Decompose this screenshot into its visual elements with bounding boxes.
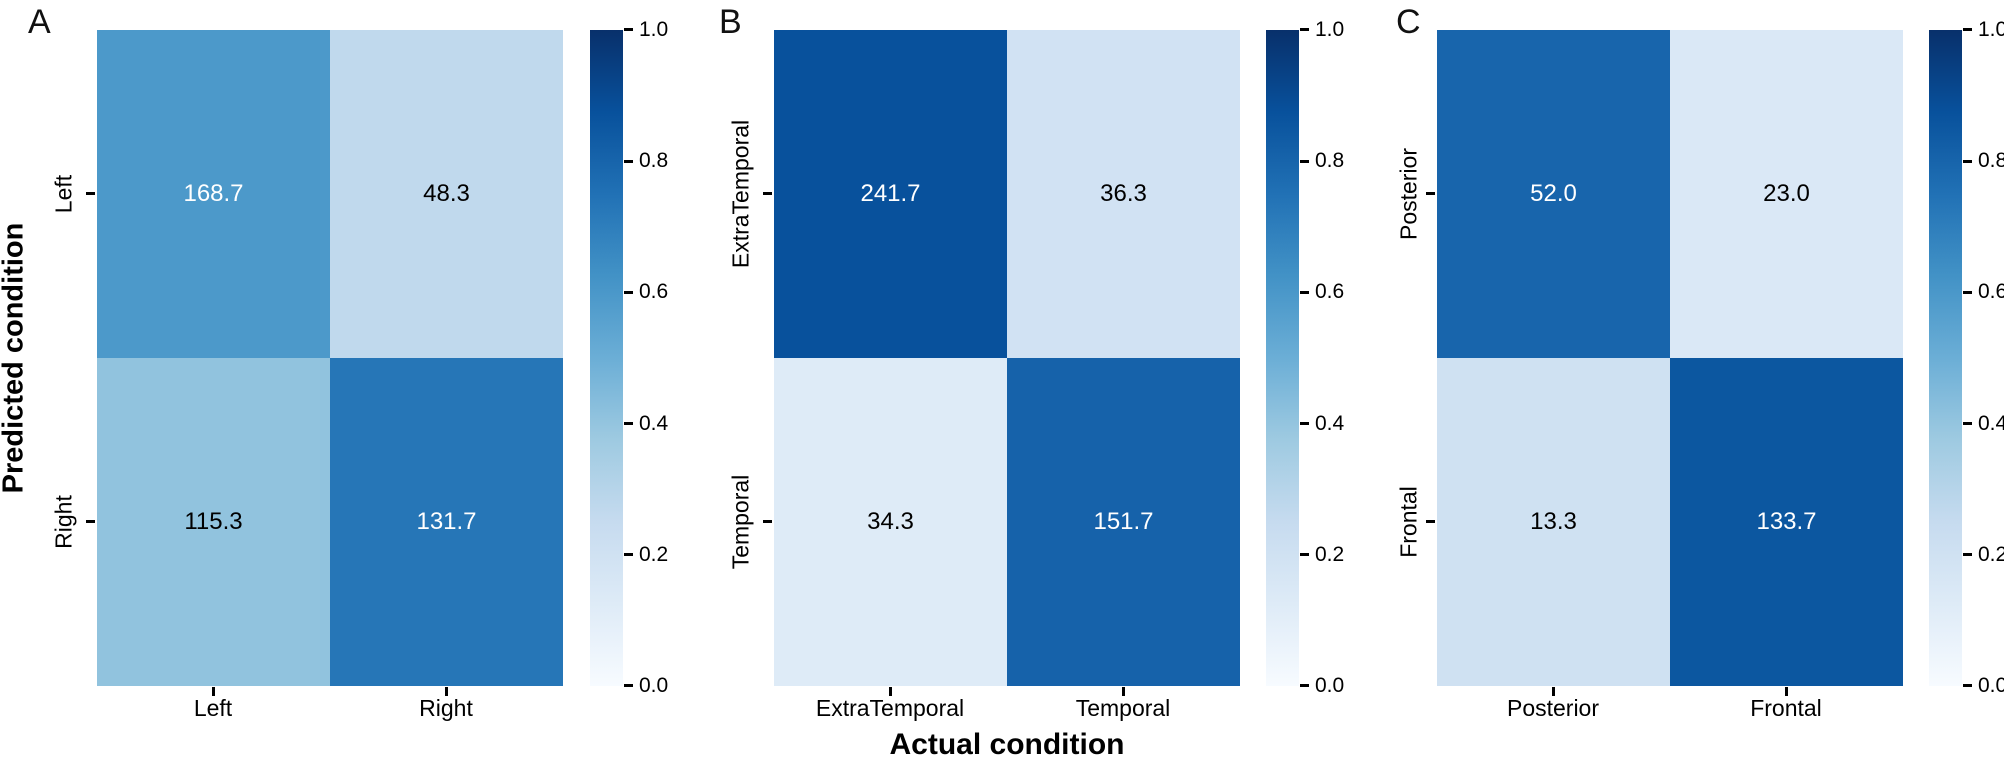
panel-a-col-label-left: Left xyxy=(193,695,233,721)
panel-b-colorbar-label: 0.4 xyxy=(1315,412,1345,435)
tick-mark xyxy=(1426,192,1435,195)
panel-b-letter: B xyxy=(719,3,742,41)
panel-c-colorbar-label: 0.4 xyxy=(1978,412,2004,435)
tick-mark xyxy=(1963,553,1972,556)
panel-a-heatmap: 168.7 48.3 115.3 131.7 xyxy=(97,30,563,686)
panel-a-cell-false-left: 48.3 xyxy=(330,30,563,358)
tick-mark xyxy=(1300,160,1309,163)
panel-c-cell-true-posterior: 52.0 xyxy=(1437,30,1670,358)
tick-mark xyxy=(212,687,215,696)
tick-mark xyxy=(1552,687,1555,696)
panel-c-col-label-right: Frontal xyxy=(1750,695,1822,721)
panel-b-heatmap: 241.7 36.3 34.3 151.7 xyxy=(774,30,1240,686)
panel-c-letter: C xyxy=(1396,3,1421,41)
tick-mark xyxy=(1963,422,1972,425)
panel-c-colorbar-label: 0.2 xyxy=(1978,543,2004,566)
panel-c-cell-true-frontal: 133.7 xyxy=(1670,358,1903,686)
panel-c-cell-false-posterior: 23.0 xyxy=(1670,30,1903,358)
tick-mark xyxy=(1785,687,1788,696)
tick-mark xyxy=(1122,687,1125,696)
panel-b-col-label-left: ExtraTemporal xyxy=(815,695,965,721)
panel-a-colorbar-label: 0.2 xyxy=(639,543,669,566)
tick-mark xyxy=(86,520,95,523)
tick-mark xyxy=(1300,684,1309,687)
panel-c-colorbar-label: 1.0 xyxy=(1978,18,2004,41)
panel-a-cell-true-right: 131.7 xyxy=(330,358,563,686)
panel-b-cell-false-temporal: 34.3 xyxy=(774,358,1007,686)
tick-mark xyxy=(1963,291,1972,294)
tick-mark xyxy=(1963,28,1972,31)
panel-c-colorbar-label: 0.6 xyxy=(1978,280,2004,303)
panel-b-colorbar-label: 0.6 xyxy=(1315,280,1345,303)
panel-c-row-label-top: Posterior xyxy=(1395,147,1422,241)
panel-c-heatmap: 52.0 23.0 13.3 133.7 xyxy=(1437,30,1903,686)
tick-mark xyxy=(1426,520,1435,523)
tick-mark xyxy=(624,422,633,425)
x-axis-title: Actual condition xyxy=(889,728,1125,761)
panel-a-colorbar xyxy=(590,30,623,686)
tick-mark xyxy=(624,160,633,163)
panel-a-colorbar-label: 0.8 xyxy=(639,149,669,172)
tick-mark xyxy=(624,553,633,556)
panel-b-row-label-top: ExtraTemporal xyxy=(727,119,754,269)
tick-mark xyxy=(763,520,772,523)
panel-b-col-label-right: Temporal xyxy=(1075,695,1171,721)
panel-c-colorbar-label: 0.8 xyxy=(1978,149,2004,172)
panel-b-cell-true-extratemporal: 241.7 xyxy=(774,30,1007,358)
tick-mark xyxy=(445,687,448,696)
panel-a-col-label-right: Right xyxy=(419,695,473,721)
panel-a-cell-false-right: 115.3 xyxy=(97,358,330,686)
panel-a-colorbar-label: 0.0 xyxy=(639,674,669,697)
panel-a-row-label-top: Left xyxy=(50,174,77,214)
panel-b-colorbar xyxy=(1266,30,1299,686)
tick-mark xyxy=(1300,28,1309,31)
panel-a-colorbar-label: 0.6 xyxy=(639,280,669,303)
panel-b-cell-false-extratemporal: 36.3 xyxy=(1007,30,1240,358)
tick-mark xyxy=(889,687,892,696)
panel-a-colorbar-label: 0.4 xyxy=(639,412,669,435)
panel-c-cell-false-frontal: 13.3 xyxy=(1437,358,1670,686)
panel-b-colorbar-label: 0.8 xyxy=(1315,149,1345,172)
tick-mark xyxy=(1300,422,1309,425)
panel-b-colorbar-label: 0.2 xyxy=(1315,543,1345,566)
tick-mark xyxy=(624,684,633,687)
tick-mark xyxy=(624,291,633,294)
panel-c-row-label-bottom: Frontal xyxy=(1395,486,1422,558)
tick-mark xyxy=(1963,684,1972,687)
panel-c-colorbar xyxy=(1929,30,1962,686)
panel-a-colorbar-label: 1.0 xyxy=(639,18,669,41)
panel-b-row-label-bottom: Temporal xyxy=(727,474,754,570)
tick-mark xyxy=(1300,553,1309,556)
panel-a-cell-true-left: 168.7 xyxy=(97,30,330,358)
tick-mark xyxy=(1963,160,1972,163)
tick-mark xyxy=(763,192,772,195)
panel-a-letter: A xyxy=(28,3,51,41)
tick-mark xyxy=(624,28,633,31)
panel-c-col-label-left: Posterior xyxy=(1506,695,1600,721)
panel-b-colorbar-label: 1.0 xyxy=(1315,18,1345,41)
panel-a-row-label-bottom: Right xyxy=(50,495,77,549)
tick-mark xyxy=(1300,291,1309,294)
panel-b-cell-true-temporal: 151.7 xyxy=(1007,358,1240,686)
panel-c-colorbar-label: 0.0 xyxy=(1978,674,2004,697)
tick-mark xyxy=(86,192,95,195)
y-axis-title: Predicted condition xyxy=(0,222,30,494)
panel-b-colorbar-label: 0.0 xyxy=(1315,674,1345,697)
